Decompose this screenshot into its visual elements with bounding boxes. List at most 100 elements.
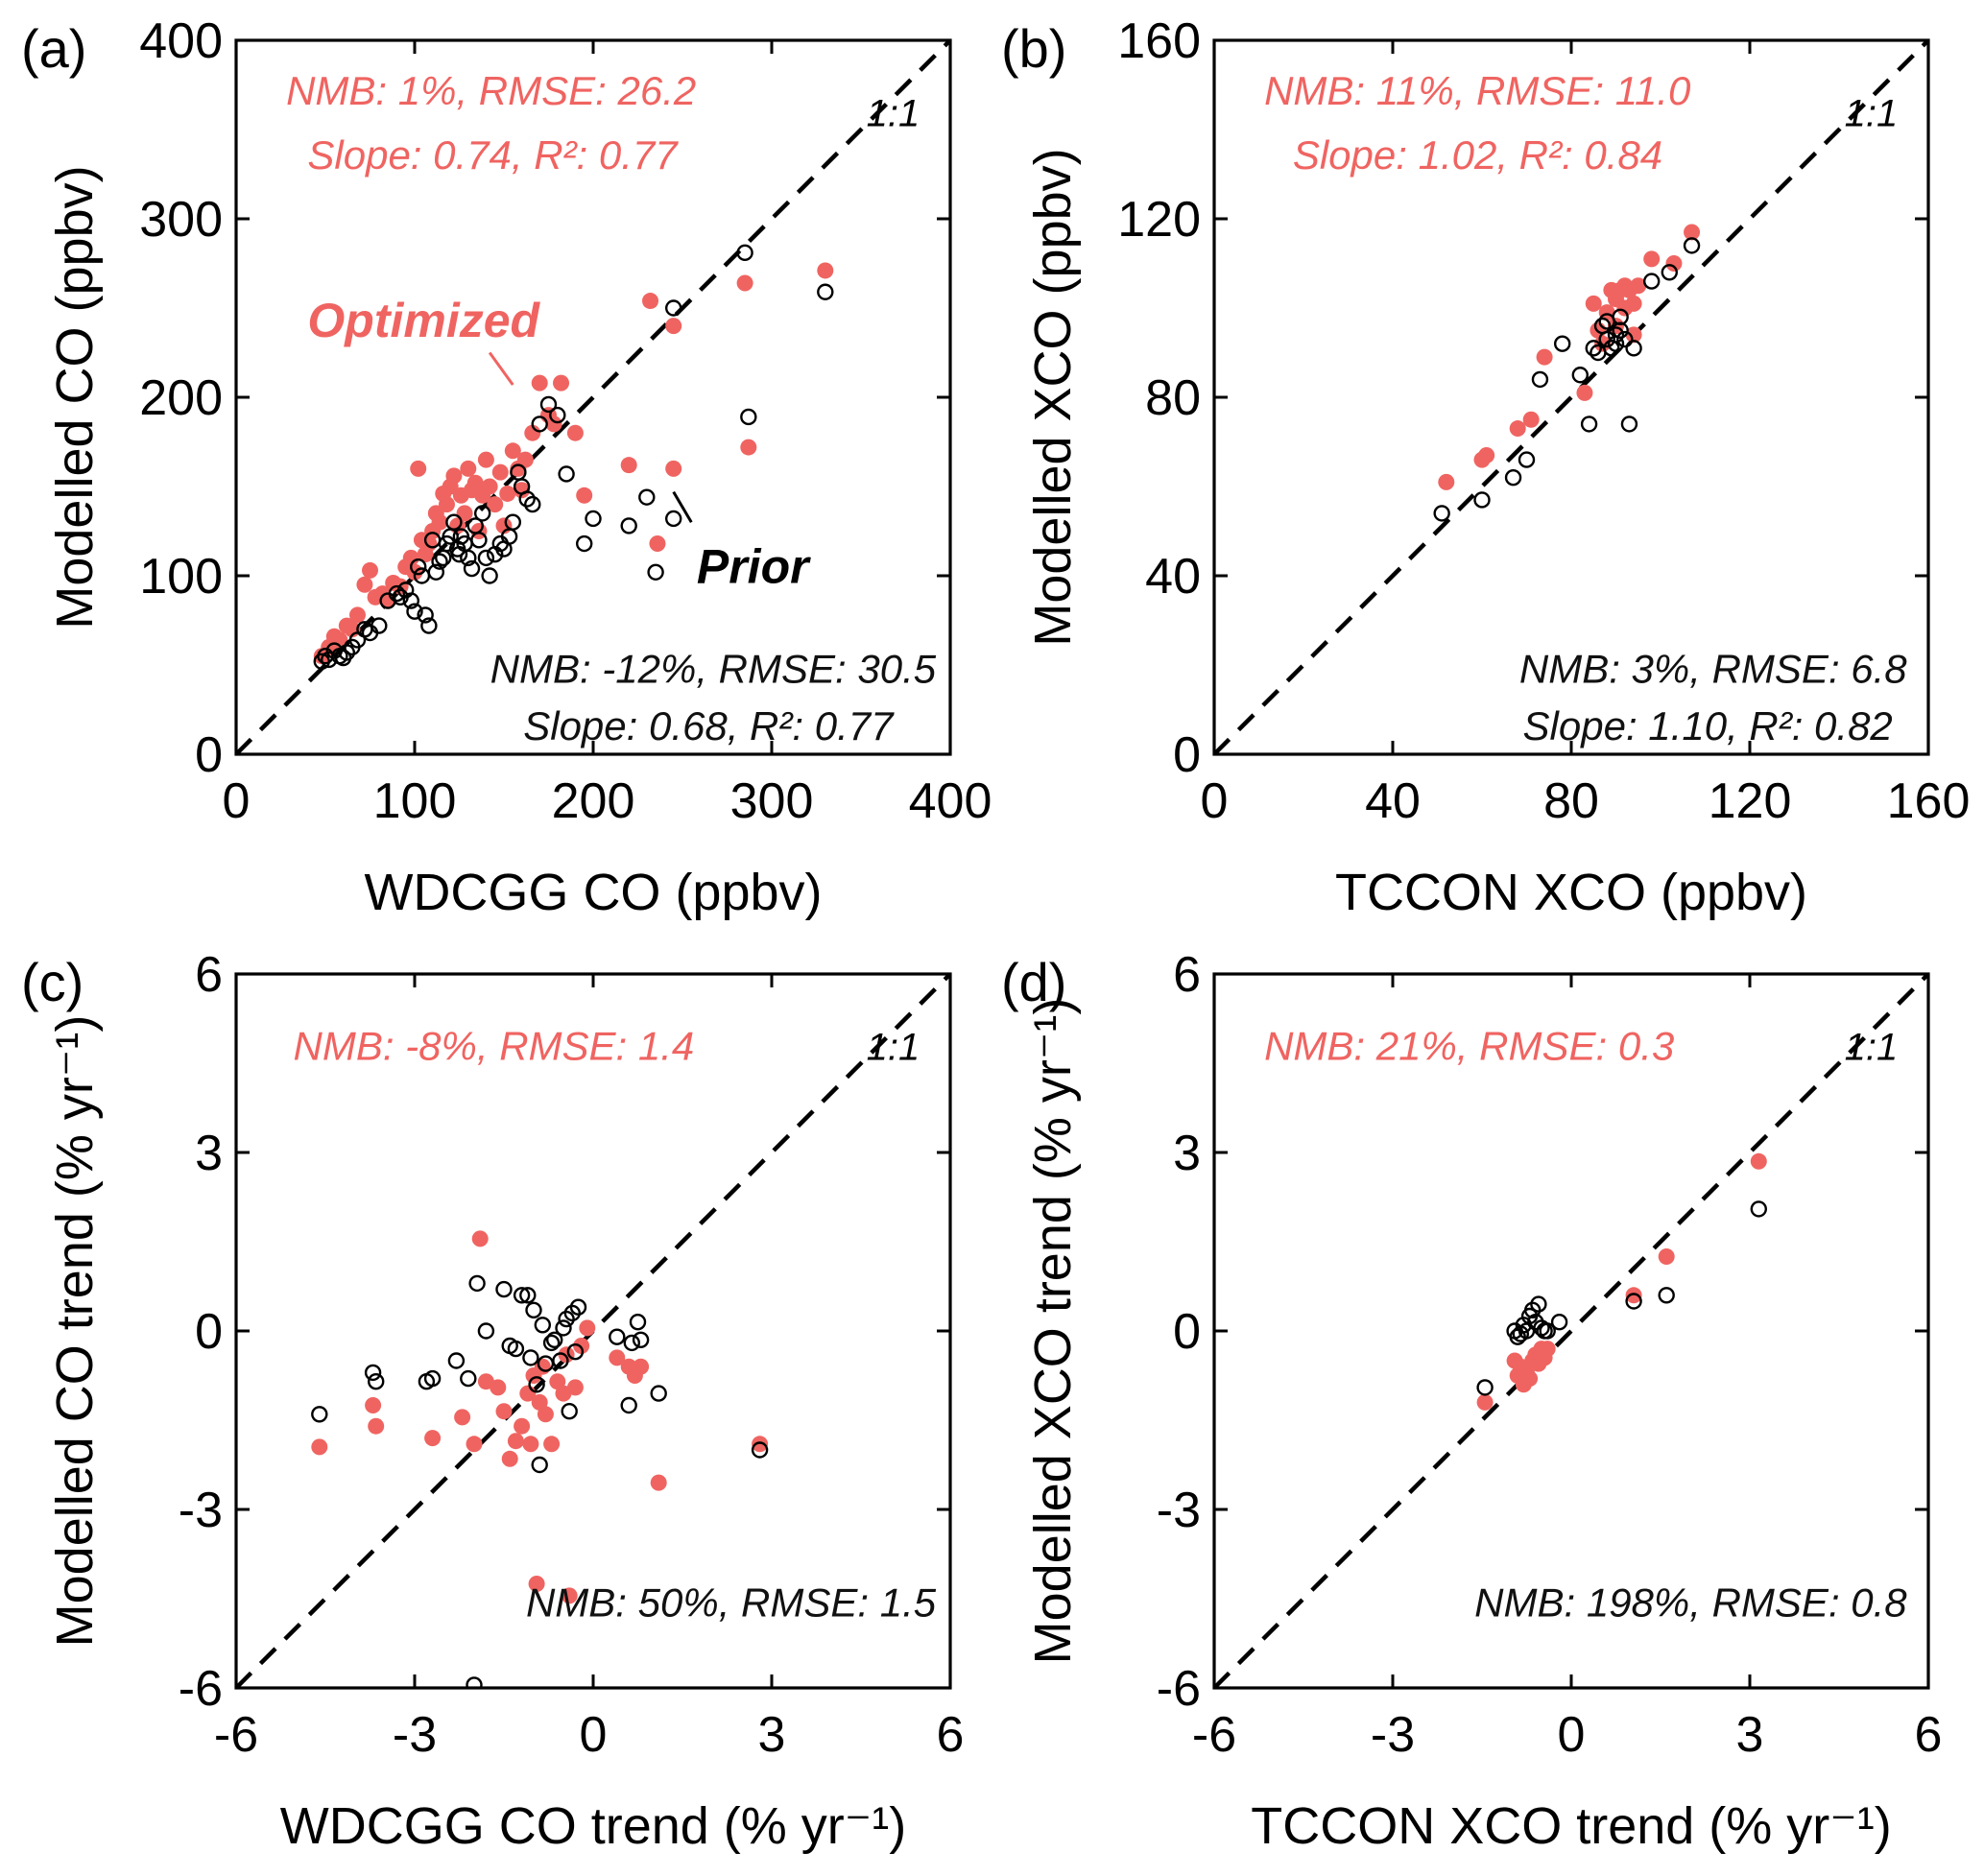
optimized-point bbox=[566, 424, 584, 441]
optimized-point bbox=[620, 457, 637, 474]
optimized-point bbox=[379, 592, 396, 609]
optimized-point bbox=[579, 1319, 596, 1337]
prior-point bbox=[445, 513, 463, 531]
y-tick-label: 6 bbox=[195, 947, 223, 1003]
y-tick-label: 0 bbox=[1173, 1304, 1201, 1360]
optimized-point bbox=[1585, 295, 1602, 312]
prior-point bbox=[427, 563, 445, 581]
optimized-point bbox=[438, 496, 455, 513]
x-tick-label: 160 bbox=[1887, 773, 1971, 829]
prior-point bbox=[1530, 1295, 1547, 1313]
prior-point bbox=[1580, 416, 1598, 433]
prior-point bbox=[423, 1369, 442, 1388]
prior-point bbox=[1683, 237, 1701, 254]
prior-point bbox=[524, 495, 541, 513]
prior-point bbox=[650, 1385, 667, 1402]
prior-point bbox=[460, 1369, 477, 1388]
prior-point bbox=[620, 1396, 637, 1414]
prior-stats: NMB: 3%, RMSE: 6.8 bbox=[1519, 647, 1907, 692]
prior-point bbox=[477, 549, 495, 567]
x-axis-label: TCCON XCO trend (% yr⁻¹) bbox=[1251, 1797, 1892, 1855]
prior-point bbox=[338, 644, 356, 661]
prior-point bbox=[1612, 308, 1629, 325]
prior-stats: NMB: 198%, RMSE: 0.8 bbox=[1474, 1580, 1907, 1626]
optimized-point bbox=[477, 451, 494, 468]
optimized-point bbox=[1750, 1152, 1767, 1170]
prior-point bbox=[1585, 340, 1602, 357]
optimized-point bbox=[445, 467, 463, 485]
prior-point bbox=[665, 299, 682, 317]
prior-point bbox=[1616, 330, 1634, 348]
optimized-point bbox=[504, 442, 521, 460]
y-tick-label: 0 bbox=[195, 727, 223, 783]
y-tick-label: -6 bbox=[179, 1661, 223, 1717]
optimized-point bbox=[1630, 277, 1647, 295]
prior-point bbox=[1476, 1379, 1494, 1396]
prior-point bbox=[817, 283, 834, 300]
y-tick-label: 80 bbox=[1145, 370, 1201, 426]
optimized-point bbox=[1658, 1248, 1675, 1265]
optimized-point bbox=[471, 1230, 489, 1247]
prior-point bbox=[466, 1676, 483, 1688]
optimized-point bbox=[410, 460, 427, 477]
panel-d: -6 -3 0 3 6 -6 -3 0 3 6 1:1 NMB: 21%, RMSE: 0.3 NMB:… bbox=[1001, 947, 1942, 1855]
one-to-one-label: 1:1 bbox=[1845, 1026, 1899, 1068]
optimized-point bbox=[402, 549, 419, 566]
y-tick-label: 200 bbox=[139, 370, 223, 426]
optimized-point bbox=[514, 1417, 531, 1435]
prior-point bbox=[629, 1313, 647, 1331]
prior-point bbox=[477, 1322, 495, 1340]
prior-callout-line bbox=[672, 490, 693, 523]
prior-point bbox=[1658, 1287, 1675, 1304]
prior-point bbox=[1531, 370, 1549, 389]
optimized-point bbox=[1625, 295, 1642, 312]
x-tick-label: 120 bbox=[1709, 773, 1792, 829]
x-tick-label: 100 bbox=[373, 773, 457, 829]
optimized-point bbox=[466, 474, 484, 491]
optimized-point bbox=[573, 1338, 590, 1354]
optimized-point bbox=[1522, 411, 1540, 428]
prior-point bbox=[417, 606, 434, 624]
prior-point bbox=[623, 1334, 640, 1352]
prior-point bbox=[585, 510, 602, 528]
panel-a: 0 100 200 300 400 0 100 200 300 400 1:1 NMB: 1%, RM… bbox=[21, 13, 992, 921]
y-tick-label: -6 bbox=[1157, 1661, 1201, 1717]
optimized-point bbox=[356, 576, 373, 593]
optimized-point bbox=[348, 606, 366, 624]
prior-point bbox=[522, 1349, 539, 1366]
data-points bbox=[1476, 1152, 1768, 1411]
x-tick-label: 0 bbox=[223, 773, 251, 829]
prior-point bbox=[1750, 1200, 1768, 1218]
optimized-point bbox=[633, 1358, 650, 1375]
optimized-stats: NMB: -8%, RMSE: 1.4 bbox=[294, 1023, 695, 1068]
optimized-stats: NMB: 21%, RMSE: 0.3 bbox=[1264, 1023, 1674, 1068]
x-tick-label: 0 bbox=[580, 1707, 608, 1763]
prior-point bbox=[371, 617, 388, 634]
prior-point bbox=[460, 549, 477, 567]
prior-point bbox=[402, 592, 419, 609]
prior-point bbox=[473, 505, 491, 522]
prior-point bbox=[447, 1352, 466, 1369]
prior-point bbox=[1642, 273, 1661, 290]
optimized-callout: Optimized bbox=[307, 294, 540, 347]
prior-point bbox=[1539, 1322, 1556, 1340]
optimized-point bbox=[524, 424, 541, 441]
prior-point bbox=[1550, 1313, 1568, 1331]
prior-point bbox=[1553, 335, 1571, 352]
prior-point bbox=[1598, 330, 1615, 348]
prior-stats: NMB: 50%, RMSE: 1.5 bbox=[526, 1580, 937, 1626]
y-tick-label: 3 bbox=[1173, 1126, 1201, 1181]
prior-callout: Prior bbox=[697, 539, 811, 593]
prior-point bbox=[561, 1402, 578, 1420]
prior-point bbox=[504, 513, 521, 531]
prior-point bbox=[311, 1406, 328, 1423]
y-tick-label: -3 bbox=[179, 1483, 223, 1538]
prior-point bbox=[549, 406, 566, 424]
optimized-point bbox=[514, 482, 531, 499]
prior-point bbox=[609, 1328, 626, 1345]
x-tick-label: 0 bbox=[1201, 773, 1229, 829]
data-points bbox=[313, 244, 834, 670]
x-tick-label: -3 bbox=[393, 1707, 437, 1763]
y-axis-label: Modelled XCO (ppbv) bbox=[1024, 148, 1082, 646]
